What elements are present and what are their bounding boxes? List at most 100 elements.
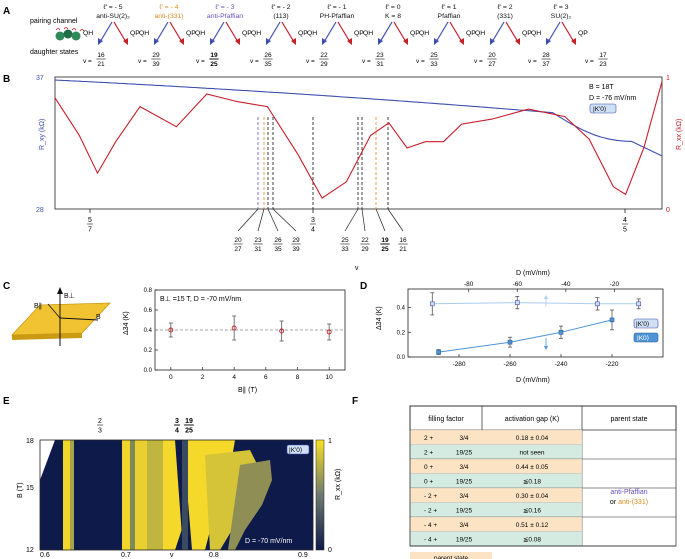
qh-label: QH [195,30,205,37]
ylabel-right-top-tick: 1 [666,75,670,82]
fraction-denominator: 31 [376,61,384,68]
fraction-numerator: 16 [399,237,407,244]
v-prefix: v = [416,58,425,65]
yticks-e-2: 12 [26,547,34,554]
panel-label-b: B [3,74,10,85]
yticks-e-0: 18 [26,438,34,445]
legend-parent [410,552,492,559]
table-row [409,473,583,489]
ytick-c: 0.2 [144,348,153,354]
v-prefix: v = [362,58,371,65]
data-point-k [609,317,615,323]
filling-factor-fraction: 3/4 [459,464,468,471]
fraction-numerator: 3 [311,217,315,224]
channel-ell: ℓ' = - 5 [103,4,122,11]
badge-e [286,444,310,455]
badge-e-text: |K'0⟩ [289,446,303,454]
ylabel-rxy: R_xy (kΩ) [39,119,46,150]
badge-d-k-prime [633,318,659,329]
fraction-denominator: 4 [175,428,179,435]
ylabel-right-bottom-tick: 0 [666,207,670,214]
ytick-c: 0.0 [144,368,153,374]
v-prefix: v = [196,58,205,65]
activation-gap-value: not seen [520,450,545,457]
channel-name: (331) [497,13,513,20]
filling-factor-prefix: 2 + [424,450,433,457]
plot-e-frame [39,439,314,551]
badge-d-k-prime-text: |K'0⟩ [636,320,650,328]
transport-plot: 37 28 1 0 R_xy (kΩ) R_xx (kΩ) B = 18T D … [36,75,683,272]
fraction-denominator: 29 [361,246,369,253]
fraction-numerator: 19 [185,418,193,425]
channel-name: anti-(331) [154,13,183,20]
channel-name: Pfaffian [438,13,461,20]
fraction-denominator: 39 [152,61,160,68]
fraction-numerator: 22 [320,52,328,59]
channel-ell: ℓ' = - 2 [271,4,290,11]
data-point-c [279,328,285,334]
colorbar-tick-top: 1 [328,438,332,445]
yticks-e-1: 15 [26,485,34,492]
filling-factor-fraction: 19/25 [456,537,473,544]
data-point-k [436,349,441,355]
param-b-field: B = 18T [589,84,614,91]
data-point-k-prime [595,301,600,307]
xtick-c: 6 [264,374,268,381]
xlabel-nu-b: v [355,265,359,272]
data-point-c [326,329,332,335]
b-label: B [96,314,101,321]
color-map-panel: 18 15 12 B (T) 0.6 0.7 0.8 0.9 v 2334192… [17,418,342,559]
fraction-denominator: 5 [623,227,627,234]
ylabel-left-bottom-tick: 28 [36,207,44,214]
table-row [409,429,583,445]
qp-label: QP [410,30,420,37]
table-header-cell: activation gap (K) [505,416,559,423]
pairing-channel: ℓ' = - 5 anti-SU(2)₂ QH QP [83,4,140,45]
ylabel-rxx: R_xx (kΩ) [676,119,683,150]
filling-factor-prefix: - 4 + [424,537,437,544]
fraction-numerator: 26 [274,237,282,244]
fraction-numerator: 19 [381,237,389,244]
pairing-channel: ℓ' = - 4 anti-(331) QH QP [139,4,196,45]
panel-label-c: C [3,281,10,292]
filling-factor-prefix: - 4 + [424,522,437,529]
ytick-c: 0.6 [144,308,153,314]
panel-label-d: D [360,281,367,292]
fraction-denominator: 25 [381,246,389,253]
pairing-channel: ℓ' = - 3 anti-Pfaffian QH QP [195,4,252,45]
activation-gap-value: ≦0.16 [523,508,541,515]
qh-label: QH [475,30,485,37]
qh-label: QH [363,30,373,37]
channel-name: anti-SU(2)₂ [96,13,130,20]
xtick-c: 2 [201,374,205,381]
v-prefix: v = [306,58,315,65]
heatmap-features [40,440,272,550]
panel-label-e: E [3,396,10,407]
xticks-e-0: 0.6 [40,552,50,559]
fraction-numerator: 17 [599,52,607,59]
plot-d-frame [407,288,664,358]
v-prefix: v = [585,58,594,65]
colorbar-tick-bottom: 0 [328,547,332,554]
fraction-denominator: 3 [98,428,102,435]
ylabel-left-top-tick: 37 [36,75,44,82]
table-header-cell: parent state [611,416,648,423]
state-badge-b [589,103,617,114]
displacement-field-panel: D (mV/nm) D (mV/nm) Δ34 (K) -80 -60 -40 -20… [376,270,664,384]
xtick-c: 8 [296,374,300,381]
panel-label-f: F [352,396,358,407]
fraction-numerator: 3 [175,418,179,425]
tilted-sample-diagram: B⊥ B∥ B [11,287,111,346]
v-prefix: v = [83,58,92,65]
v-prefix: v = [474,58,483,65]
fraction-denominator: 25 [185,428,193,435]
qp-label: QP [186,30,196,37]
fraction-numerator: 4 [623,217,627,224]
fraction-numerator: 19 [210,52,218,59]
channel-ell: ℓ' = 3 [553,4,568,11]
xtick-c: 10 [326,374,334,381]
